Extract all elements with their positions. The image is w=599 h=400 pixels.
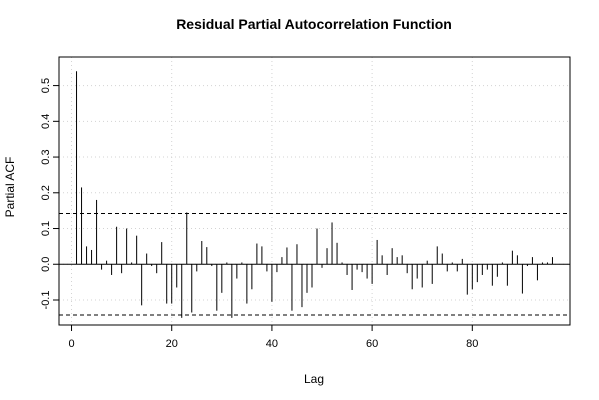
x-axis-label: Lag [304,372,324,386]
x-tick-label: 80 [466,338,478,350]
y-tick-label: 0.1 [40,221,52,236]
x-tick-label: 20 [166,338,178,350]
y-tick-label: 0.3 [40,149,52,164]
y-axis-label: Partial ACF [3,157,17,218]
y-tick-label: 0.4 [40,114,52,129]
y-tick-label: -0.1 [40,291,52,310]
y-tick-label: 0.2 [40,185,52,200]
plot-frame [58,56,571,326]
x-tick-label: 60 [366,338,378,350]
confidence-bands [59,213,570,316]
x-axis: 0 20 40 60 80 [68,324,478,350]
y-tick-label: 0.5 [40,78,52,93]
x-tick-label: 40 [266,338,278,350]
chart-title: Residual Partial Autocorrelation Functio… [176,16,452,32]
pacf-bars [76,71,553,318]
y-tick-label: 0.0 [40,257,52,272]
y-axis: -0.1 0.0 0.1 0.2 0.3 0.4 0.5 [40,78,60,310]
grid [59,57,570,325]
x-tick-label: 0 [68,338,74,350]
